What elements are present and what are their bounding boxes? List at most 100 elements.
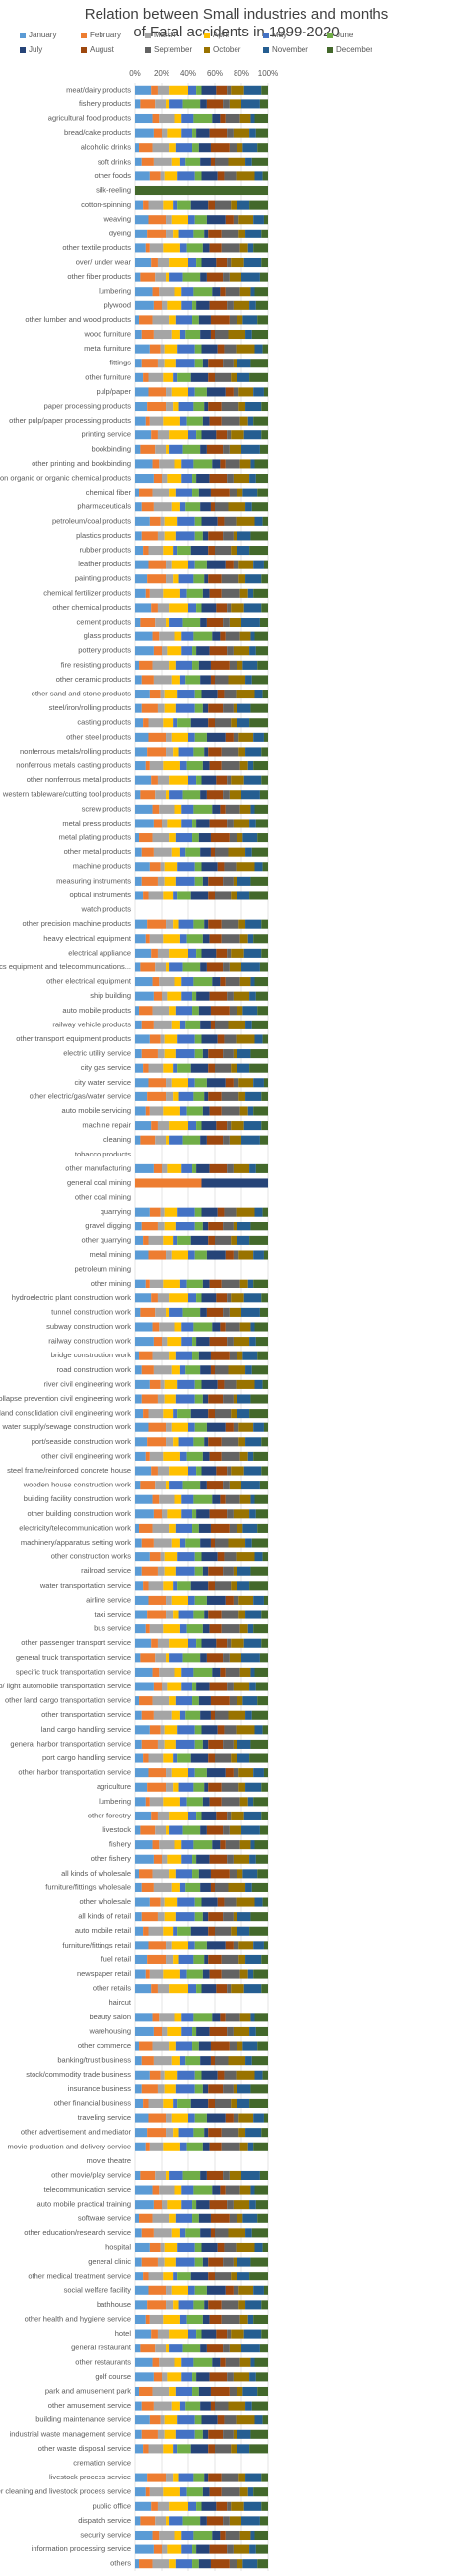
bar-segment [190,718,209,728]
bar-segment [171,1250,188,1260]
x-tick-label: 40% [180,69,196,78]
bar-segment [166,1825,170,1835]
category-label: cement products [77,618,132,627]
bar-segment [233,2372,250,2382]
bar-segment [253,1624,268,1634]
bar-segment [155,2170,167,2180]
bar-segment [174,2357,182,2367]
bar-segment [153,2372,162,2382]
bar-segment [245,401,262,412]
bar-segment [192,1696,199,1706]
bar-segment [135,790,141,800]
bar-segment [155,790,167,800]
bar-segment [239,588,248,598]
bar-segment [135,675,142,685]
bar-segment [253,588,268,598]
bar-segment [236,2070,255,2080]
bar-segment [151,1466,158,1476]
bar-segment [210,1351,230,1360]
bar-segment [208,1610,222,1619]
bar-segment [223,2257,234,2267]
bar-segment [236,2429,251,2439]
bar-segment [209,1797,222,1807]
bar-segment [254,2242,263,2253]
bar-segment [255,1509,268,1519]
bar-segment [141,703,158,713]
bar-segment [263,1078,268,1088]
bar-segment [139,2041,153,2051]
bar-segment [215,329,229,340]
bar-segment [227,1509,234,1519]
bar-segment [201,603,217,613]
bar-segment [193,1667,213,1677]
bar-segment [249,991,256,1001]
bar-segment [171,1941,188,1950]
bar-segment [210,2386,230,2397]
bar-segment [245,157,252,166]
bar-segment [196,2372,210,2382]
bar-segment [135,2444,144,2454]
bar-segment [241,2344,260,2353]
bar-segment [177,200,191,210]
bar-segment [185,1538,201,1548]
category-label: pottery products [78,646,131,655]
bar-segment [152,660,170,670]
category-label: other manufacturing [65,1163,131,1172]
bar-segment [233,2285,239,2295]
bar-segment [188,257,197,268]
category-label: other coal mining [75,1193,131,1202]
bar-segment [254,1667,268,1677]
bar-segment [243,2329,262,2339]
bar-segment [241,618,260,627]
bar-segment [231,1063,237,1073]
bar-segment [173,574,179,584]
bar-segment [229,2170,241,2180]
bar-segment [233,474,250,484]
bar-segment [190,1409,209,1419]
bar-segment [247,1969,254,1979]
bar-segment [236,200,250,210]
bar-segment [181,804,194,814]
bar-segment [242,315,258,325]
bar-segment [139,2386,153,2397]
bar-segment [220,631,226,641]
category-label: electricity/telecommunication work [19,1523,131,1532]
bar-segment [204,1954,209,1964]
bar-segment [166,574,174,584]
bar-segment [149,1379,161,1389]
bar-segment [152,1351,170,1360]
category-label: sand collapse prevention civil engineeri… [0,1394,131,1403]
bar-segment [243,1466,262,1476]
bar-segment [194,171,202,181]
bar-segment [149,1797,164,1807]
bar-segment [148,1941,167,1950]
bar-segment [177,1063,191,1073]
bar-segment [233,2544,250,2554]
bar-segment [141,359,158,368]
bar-segment [153,1509,162,1519]
bar-segment [236,1049,251,1059]
bar-segment [229,1307,241,1317]
bar-segment [135,2516,141,2526]
bar-segment [173,2272,178,2281]
bar-segment [229,2386,237,2397]
bar-segment [171,2285,188,2295]
bar-segment [220,1840,226,1850]
bar-segment [178,1610,194,1619]
category-label: subway construction work [46,1322,131,1331]
bar-segment [135,761,146,771]
bar-segment [239,1624,248,1634]
legend-swatch [263,33,269,38]
bar-segment [204,229,209,238]
bar-segment [141,502,154,512]
bar-segment [253,1106,268,1116]
bar-segment [151,1984,158,1994]
bar-segment [259,272,268,282]
bar-segment [251,2401,268,2411]
bar-segment [157,2084,165,2094]
bar-segment [159,459,175,469]
bar-segment [162,2026,168,2036]
bar-segment [251,1710,268,1720]
bar-segment [249,2444,268,2454]
bar-segment [135,1422,149,1432]
